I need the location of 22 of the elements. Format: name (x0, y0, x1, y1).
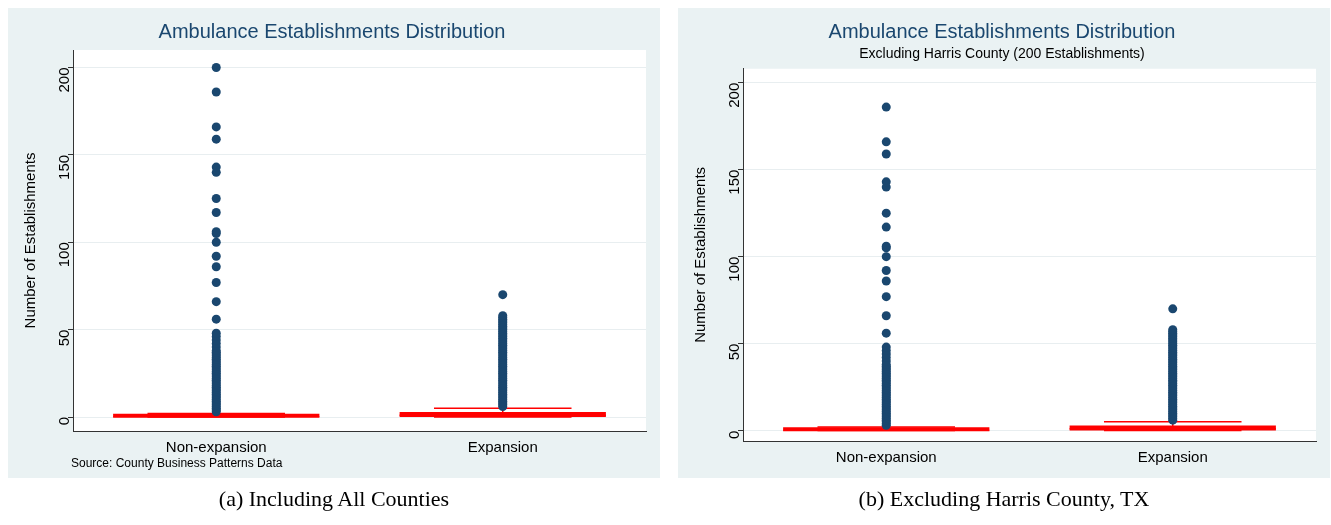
chart-subtitle: Excluding Harris County (200 Establishments) (859, 45, 1145, 62)
y-tick-label: 50 (725, 343, 743, 361)
x-tick-label: Expansion (1137, 448, 1208, 466)
y-tick-label: 150 (725, 169, 743, 195)
y-tick-label: 50 (55, 329, 73, 347)
y-tick-label: 100 (55, 242, 73, 268)
source-note: Source: County Business Patterns Data (71, 456, 283, 471)
chart-title: Ambulance Establishments Distribution (158, 19, 506, 42)
y-axis-title: Number of Establishments (691, 166, 709, 343)
y-tick-label: 0 (55, 417, 73, 426)
y-tick-label: 200 (725, 82, 743, 108)
y-tick-label: 100 (725, 256, 743, 282)
x-tick-label: Non-expansion (165, 438, 267, 456)
y-tick-label: 0 (725, 430, 743, 439)
x-tick-label: Non-expansion (835, 448, 937, 466)
y-axis-title: Number of Establishments (21, 152, 39, 329)
text: (b) Excluding Harris County, TX (857, 486, 1151, 512)
chart-title: Ambulance Establishments Distribution (828, 19, 1176, 42)
y-tick-label: 150 (55, 154, 73, 180)
y-tick-label: 200 (55, 67, 73, 93)
x-tick-label: Expansion (467, 438, 538, 456)
text: (a) Including All Counties (217, 486, 451, 512)
